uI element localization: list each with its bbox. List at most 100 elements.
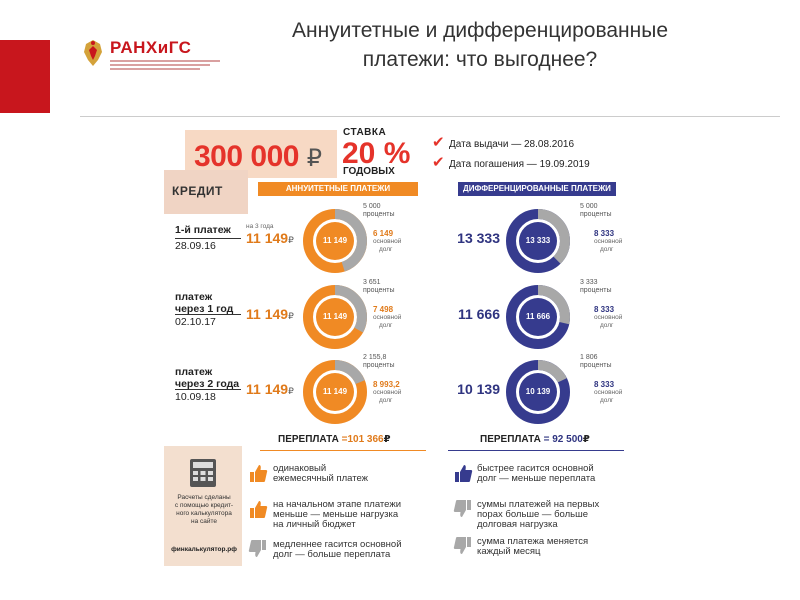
diff-interest-value: 1 806	[580, 354, 598, 361]
thumbs-down-icon	[453, 500, 471, 517]
feature-line: на личный бюджет	[273, 519, 356, 530]
logo-subline	[110, 68, 200, 70]
header-divider	[80, 116, 780, 117]
loan-amount: 300 000 ₽	[194, 140, 322, 174]
interest-segment	[506, 285, 570, 349]
loan-amount-value: 300 000	[194, 140, 299, 173]
row-label-line: через 2 года	[175, 378, 240, 390]
calculator-site: финкалькулятор.рф	[171, 546, 237, 553]
ranepa-logo: РАНХиГС	[80, 38, 240, 72]
annuity-overpay-value: =101 366	[341, 434, 384, 445]
currency-sign: ₽	[383, 434, 391, 445]
diff-principal-value: 8 333	[594, 380, 615, 389]
calc-line: на сайте	[190, 518, 218, 525]
diff-overpay: ПЕРЕПЛАТА = 92 500₽	[480, 434, 590, 445]
annuity-principal-label: основной	[373, 238, 402, 245]
feature-line: сумма платежа меняется	[477, 536, 589, 547]
currency-sign: ₽	[306, 145, 322, 172]
diff-amount: 10 139	[457, 381, 500, 397]
overpay-label: ПЕРЕПЛАТА	[480, 434, 541, 445]
interest-segment	[303, 209, 367, 273]
row-label: 1-й платеж	[175, 224, 245, 236]
issue-date: Дата выдачи — 28.08.2016	[449, 139, 575, 150]
annuity-donut-label: 11 149	[322, 387, 348, 396]
row-date: 10.09.18	[175, 391, 216, 403]
diff-principal-label: основной	[594, 389, 623, 396]
thumbs-down-icon	[248, 540, 266, 557]
diff-overpay-value: = 92 500	[543, 434, 583, 445]
diff-donut-label: 10 139	[525, 387, 551, 396]
eagle-emblem-icon	[84, 40, 102, 66]
diff-interest-label: проценты	[580, 362, 612, 369]
thumbs-down-icon	[453, 537, 471, 554]
currency-sign: ₽	[288, 235, 294, 245]
calculator-icon	[190, 459, 216, 487]
checkmark-icon: ✔	[432, 154, 445, 171]
donut-center	[519, 373, 557, 411]
annuity-principal-label: долг	[379, 397, 393, 404]
annuity-donut-label: 11 149	[322, 236, 348, 245]
donut-center	[316, 373, 354, 411]
diff-principal-label: основной	[594, 314, 623, 321]
repay-date-row: ✔ Дата погашения — 19.09.2019	[432, 153, 590, 172]
credit-label: КРЕДИТ	[172, 184, 223, 198]
row-date: 02.10.17	[175, 316, 216, 328]
annuity-principal-value: 8 993,2	[373, 380, 400, 389]
overpay-label: ПЕРЕПЛАТА	[278, 434, 339, 445]
diff-interest-label: проценты	[580, 211, 612, 218]
annuity-amount: 11 149₽	[246, 306, 294, 322]
annuity-principal-label: долг	[379, 246, 393, 253]
annuity-donut	[303, 209, 367, 273]
feature-line: долг — больше переплата	[273, 549, 391, 560]
feature-line: одинаковый	[273, 463, 327, 474]
feature-line: на начальном этапе платежи	[273, 499, 401, 510]
interest-segment	[303, 285, 367, 349]
annuity-principal-value: 6 149	[373, 229, 394, 238]
row-label-line: платеж	[175, 366, 213, 378]
annuity-amount-value: 11 149	[246, 381, 289, 397]
diff-principal-label: долг	[600, 397, 614, 404]
feature-line: долговая нагрузка	[477, 519, 558, 530]
donut-center	[316, 298, 354, 336]
annuity-interest-value: 3 651	[363, 279, 381, 286]
annuity-interest-label: проценты	[363, 287, 395, 294]
annuity-overpay: ПЕРЕПЛАТА =101 366₽	[278, 434, 391, 445]
feature-line: долг — меньше переплата	[477, 473, 596, 484]
logo-subline	[110, 60, 220, 62]
currency-sign: ₽	[582, 434, 590, 445]
credit-label-box	[164, 170, 248, 214]
diff-amount: 13 333	[457, 230, 500, 246]
annuity-feature: на начальном этапе платежи меньше — меньш…	[273, 500, 433, 530]
checkmark-icon: ✔	[432, 134, 445, 151]
rate-label: СТАВКА	[343, 127, 387, 138]
diff-interest-value: 5 000	[580, 203, 598, 210]
row-label-line: 1-й платеж	[175, 224, 231, 236]
row-label: платеж через 1 год	[175, 291, 245, 315]
row-label-line: через 1 год	[175, 303, 234, 315]
annuity-interest-label: проценты	[363, 211, 395, 218]
annuity-interest-value: 2 155,8	[363, 354, 387, 361]
feature-line: каждый месяц	[477, 546, 541, 557]
title-line-1: Аннуитетные и дифференцированные	[291, 19, 669, 42]
diff-principal-value: 8 333	[594, 229, 615, 238]
diff-donut-label: 13 333	[525, 236, 551, 245]
diff-principal-value: 8 333	[594, 305, 615, 314]
thumbs-up-icon	[250, 501, 268, 518]
interest-segment	[506, 209, 570, 273]
currency-sign: ₽	[288, 386, 294, 396]
annuity-principal-label: долг	[379, 322, 393, 329]
row-underline	[175, 314, 241, 315]
annuity-donut	[303, 360, 367, 424]
diff-overpay-line	[448, 450, 624, 451]
rate-sub: ГОДОВЫХ	[343, 166, 395, 177]
row-underline	[175, 238, 241, 239]
diff-amount: 11 666	[457, 306, 500, 322]
logo-subline	[110, 64, 210, 66]
thumbs-up-icon	[250, 465, 268, 482]
row-date: 28.09.16	[175, 240, 216, 252]
feature-line: ежемесячный платеж	[273, 473, 369, 484]
red-accent-bar	[0, 40, 50, 113]
annuity-column-header: АННУИТЕТНЫЕ ПЛАТЕЖИ	[258, 182, 418, 196]
annuity-donut	[303, 285, 367, 349]
feature-line: медленнее гасится основной	[273, 539, 402, 550]
